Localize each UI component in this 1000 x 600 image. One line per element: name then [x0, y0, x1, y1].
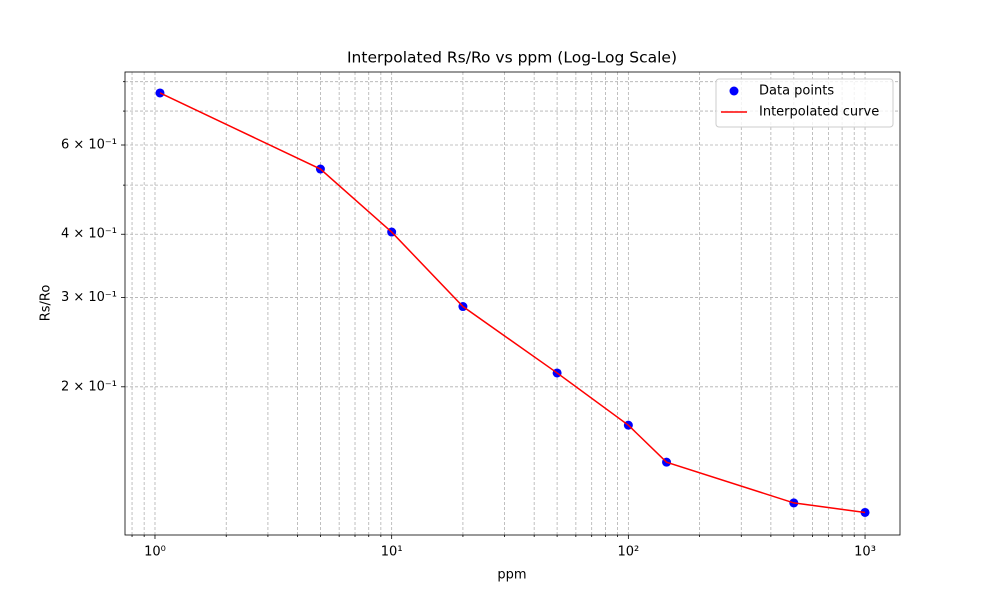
y-tick-label: 4 × 10⁻¹	[61, 227, 117, 242]
y-tick-label: 2 × 10⁻¹	[61, 379, 117, 394]
x-tick-label: 10²	[617, 545, 639, 560]
x-tick-label: 10⁰	[144, 545, 166, 560]
legend-label: Interpolated curve	[759, 105, 879, 120]
x-tick-label: 10³	[854, 545, 876, 560]
y-tick-label: 6 × 10⁻¹	[61, 138, 117, 153]
series-line	[159, 92, 866, 514]
x-tick-label: 10¹	[381, 545, 403, 560]
legend-box	[715, 78, 894, 128]
plot-frame	[124, 71, 901, 536]
y-tick-label: 3 × 10⁻¹	[61, 290, 117, 305]
y-axis-label: Rs/Ro	[39, 285, 54, 322]
chart-title: Interpolated Rs/Ro vs ppm (Log-Log Scale…	[347, 49, 677, 67]
legend-label: Data points	[759, 84, 834, 99]
x-axis-label: ppm	[497, 568, 526, 583]
legend-marker	[729, 86, 739, 96]
